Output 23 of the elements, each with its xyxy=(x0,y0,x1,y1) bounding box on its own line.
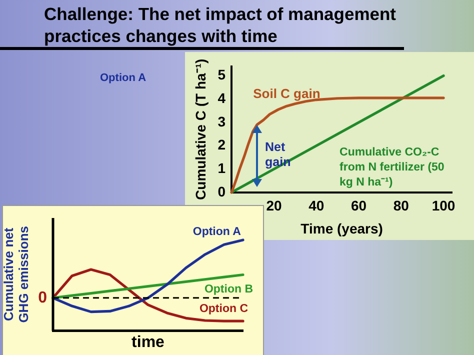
x-axis-title: Time (years) xyxy=(300,220,383,236)
chart-title: Challenge: The net impact of management practices changes with time xyxy=(44,3,397,47)
y-tick-label: 2 xyxy=(218,136,226,153)
y-tick-label: 3 xyxy=(218,113,226,130)
y-tick-label: 4 xyxy=(218,90,226,106)
y-axis-title: Cumulative C (T ha⁻¹) xyxy=(192,58,208,200)
x-tick-label: 100 xyxy=(432,198,456,214)
x-tick-label: 60 xyxy=(350,198,367,214)
ref-line-label: 0 xyxy=(38,289,48,306)
x-tick-label: 40 xyxy=(308,198,324,214)
x-tick-label: 80 xyxy=(393,198,410,214)
series-label: Option A xyxy=(192,226,241,238)
y-axis-title: Cumulative net GHG emissions xyxy=(1,226,32,323)
series-label: Soil C gain xyxy=(253,86,320,102)
text: Option A xyxy=(100,72,146,84)
series-label: Option C xyxy=(199,303,248,316)
x-axis-title: time xyxy=(132,334,165,351)
series-label: Cumulative CO₂-C from N fertilizer (50 kg N ha⁻¹) xyxy=(340,146,444,189)
y-tick-label: 0 xyxy=(218,183,226,200)
x-tick-label: 20 xyxy=(266,198,282,214)
y-tick-label: 1 xyxy=(218,160,226,176)
series-label: Option B xyxy=(204,284,253,296)
y-tick-label: 5 xyxy=(218,66,226,83)
